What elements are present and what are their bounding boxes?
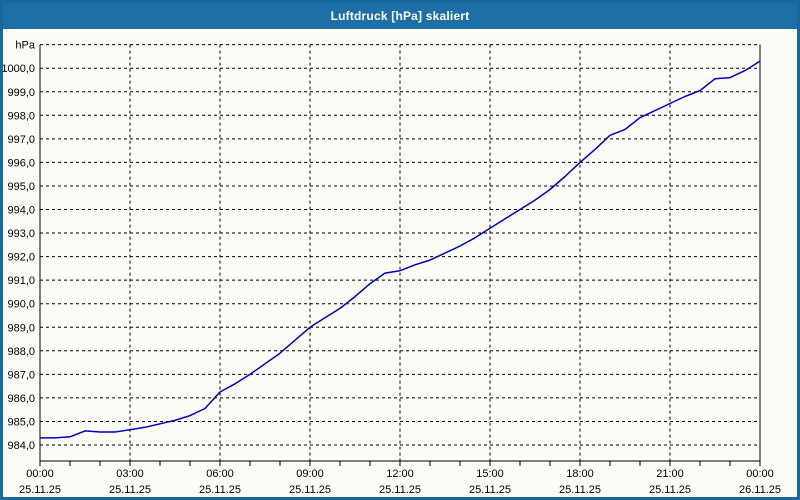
y-tick-label: 994,0: [7, 205, 35, 217]
x-tick-time-label: 21:00: [656, 468, 684, 480]
x-tick-date-label: 25.11.25: [199, 484, 241, 496]
x-tick-time-label: 12:00: [386, 468, 414, 480]
x-tick-date-label: 26.11.25: [739, 484, 781, 496]
x-tick-time-label: 00:00: [26, 468, 54, 480]
pressure-chart: 984,0 985,0 986,0 987,0 988,0 989,0 990,0 991,0…: [3, 29, 797, 497]
x-tick-date-label: 25.11.25: [649, 484, 691, 496]
x-tick-time-label: 03:00: [116, 468, 144, 480]
y-tick-label: 989,0: [7, 322, 35, 334]
y-tick-label: 992,0: [7, 252, 35, 264]
x-tick-time-label: 00:00: [746, 468, 774, 480]
x-tick-time-label: 09:00: [296, 468, 324, 480]
y-tick-label: 985,0: [7, 416, 35, 428]
x-tick-time-label: 06:00: [206, 468, 234, 480]
y-axis-unit-label: hPa: [15, 40, 35, 52]
y-tick-label: 984,0: [7, 440, 35, 452]
y-tick-label: 988,0: [7, 346, 35, 358]
y-tick-label: 1000,0: [3, 63, 35, 75]
x-tick-time-label: 18:00: [566, 468, 594, 480]
x-tick-date-label: 25.11.25: [109, 484, 151, 496]
x-tick-time-label: 15:00: [476, 468, 504, 480]
x-tick-date-label: 25.11.25: [289, 484, 331, 496]
y-tick-label: 990,0: [7, 299, 35, 311]
x-tick-date-label: 25.11.25: [19, 484, 61, 496]
y-tick-label: 986,0: [7, 393, 35, 405]
x-tick-date-label: 25.11.25: [559, 484, 601, 496]
y-tick-label: 999,0: [7, 87, 35, 99]
x-tick-date-label: 25.11.25: [379, 484, 421, 496]
x-tick-date-label: 25.11.25: [469, 484, 511, 496]
pressure-chart-canvas: 984,0 985,0 986,0 987,0 988,0 989,0 990,0 991,0…: [3, 40, 781, 496]
y-tick-label: 987,0: [7, 369, 35, 381]
y-tick-label: 991,0: [7, 275, 35, 287]
pressure-line: [40, 60, 761, 439]
window-title: Luftdruck [hPa] skaliert: [330, 9, 470, 23]
window-titlebar[interactable]: Luftdruck [hPa] skaliert: [3, 3, 797, 29]
y-tick-label: 995,0: [7, 181, 35, 193]
y-tick-label: 993,0: [7, 228, 35, 240]
y-tick-label: 996,0: [7, 157, 35, 169]
y-tick-label: 998,0: [7, 110, 35, 122]
y-tick-label: 997,0: [7, 134, 35, 146]
